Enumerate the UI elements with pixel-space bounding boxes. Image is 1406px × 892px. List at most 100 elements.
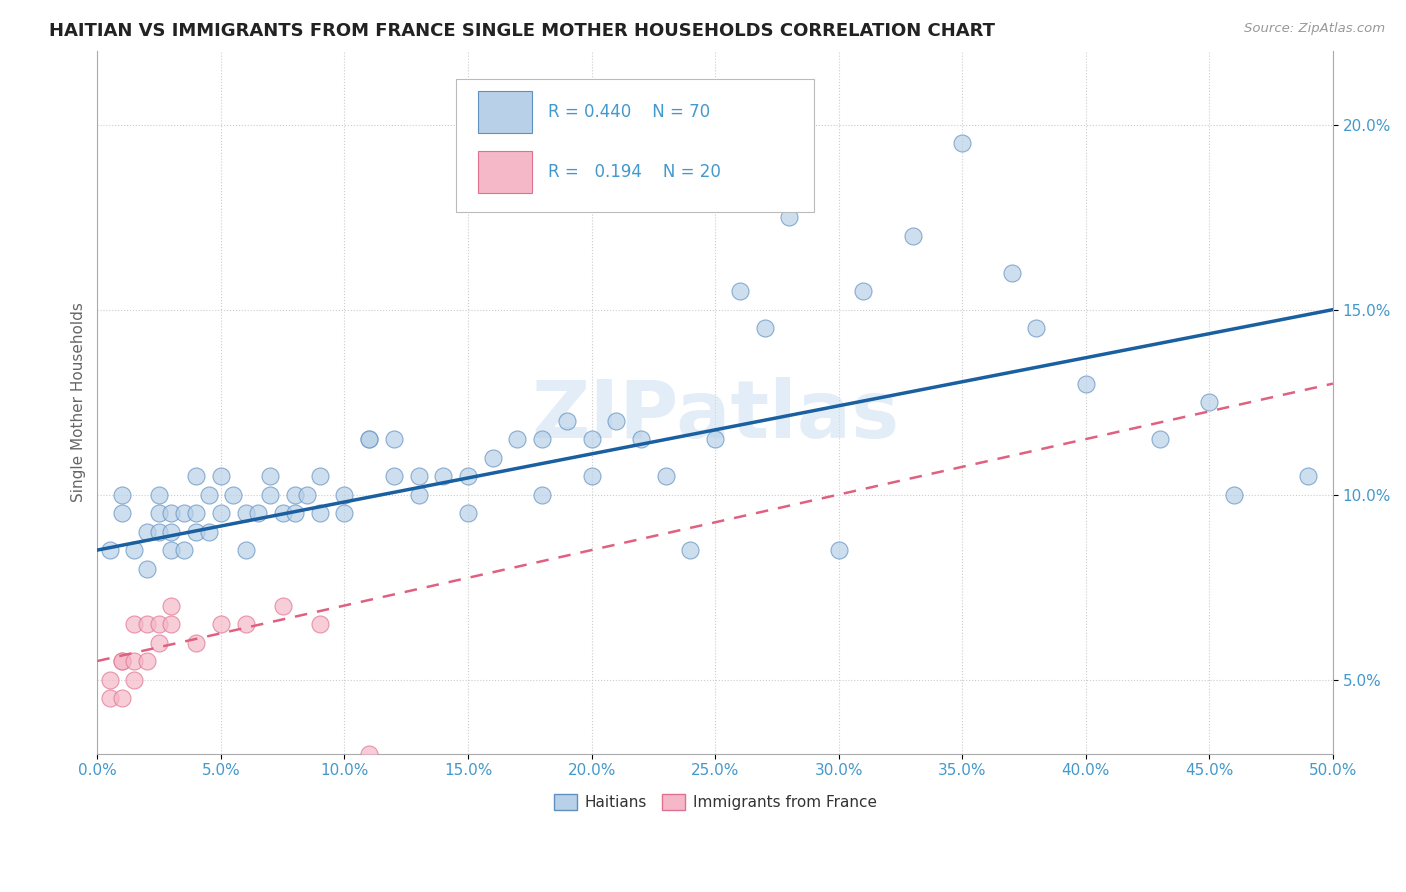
Point — [124, 654, 146, 668]
Point — [209, 469, 232, 483]
Point — [506, 432, 529, 446]
Point — [98, 673, 121, 687]
Point — [124, 543, 146, 558]
Point — [531, 487, 554, 501]
Point — [111, 506, 134, 520]
Point — [901, 228, 924, 243]
Point — [408, 487, 430, 501]
Point — [778, 210, 800, 224]
Point — [148, 524, 170, 539]
Point — [197, 524, 219, 539]
Point — [457, 506, 479, 520]
Point — [382, 469, 405, 483]
Point — [457, 469, 479, 483]
Point — [308, 617, 330, 632]
Point — [408, 469, 430, 483]
Point — [555, 414, 578, 428]
Point — [148, 487, 170, 501]
Point — [654, 469, 676, 483]
Point — [209, 506, 232, 520]
Point — [828, 543, 851, 558]
Point — [135, 524, 157, 539]
Point — [222, 487, 245, 501]
Point — [186, 469, 208, 483]
Point — [382, 432, 405, 446]
Point — [271, 599, 294, 613]
Legend: Haitians, Immigrants from France: Haitians, Immigrants from France — [547, 788, 883, 816]
Text: ZIPatlas: ZIPatlas — [531, 377, 900, 455]
Point — [135, 617, 157, 632]
Point — [160, 617, 183, 632]
Point — [197, 487, 219, 501]
Point — [852, 284, 875, 298]
Point — [209, 617, 232, 632]
Point — [173, 543, 195, 558]
Point — [160, 543, 183, 558]
Point — [111, 654, 134, 668]
Point — [1198, 395, 1220, 409]
FancyBboxPatch shape — [478, 151, 533, 193]
Point — [581, 432, 603, 446]
Point — [704, 432, 727, 446]
Point — [124, 673, 146, 687]
Point — [359, 432, 381, 446]
Point — [235, 617, 257, 632]
Point — [728, 284, 751, 298]
Point — [111, 654, 134, 668]
Point — [259, 469, 281, 483]
Point — [148, 506, 170, 520]
Point — [359, 432, 381, 446]
Point — [111, 487, 134, 501]
Point — [679, 543, 702, 558]
Point — [135, 654, 157, 668]
Point — [308, 469, 330, 483]
Point — [186, 524, 208, 539]
Point — [630, 432, 652, 446]
Point — [754, 321, 776, 335]
Point — [271, 506, 294, 520]
Point — [1223, 487, 1246, 501]
Point — [531, 432, 554, 446]
Point — [297, 487, 319, 501]
Point — [235, 543, 257, 558]
Text: R =   0.194    N = 20: R = 0.194 N = 20 — [548, 163, 721, 181]
Point — [235, 506, 257, 520]
Point — [135, 561, 157, 575]
Point — [284, 487, 307, 501]
Text: HAITIAN VS IMMIGRANTS FROM FRANCE SINGLE MOTHER HOUSEHOLDS CORRELATION CHART: HAITIAN VS IMMIGRANTS FROM FRANCE SINGLE… — [49, 22, 995, 40]
Point — [1296, 469, 1319, 483]
Point — [148, 635, 170, 649]
Point — [98, 543, 121, 558]
FancyBboxPatch shape — [478, 92, 533, 133]
Point — [186, 506, 208, 520]
Point — [1074, 376, 1097, 391]
Point — [1025, 321, 1047, 335]
Point — [359, 747, 381, 761]
Point — [581, 469, 603, 483]
Point — [148, 617, 170, 632]
Point — [333, 506, 356, 520]
Point — [259, 487, 281, 501]
Point — [124, 617, 146, 632]
Y-axis label: Single Mother Households: Single Mother Households — [72, 302, 86, 502]
Point — [950, 136, 973, 150]
Point — [1149, 432, 1171, 446]
Point — [308, 506, 330, 520]
Point — [481, 450, 503, 465]
Point — [160, 599, 183, 613]
Point — [333, 487, 356, 501]
Point — [160, 506, 183, 520]
Point — [432, 469, 454, 483]
Point — [1001, 266, 1024, 280]
Point — [173, 506, 195, 520]
Point — [284, 506, 307, 520]
Point — [246, 506, 269, 520]
FancyBboxPatch shape — [456, 78, 814, 212]
Point — [160, 524, 183, 539]
Point — [98, 691, 121, 706]
Point — [186, 635, 208, 649]
Text: Source: ZipAtlas.com: Source: ZipAtlas.com — [1244, 22, 1385, 36]
Point — [605, 414, 627, 428]
Point — [111, 691, 134, 706]
Text: R = 0.440    N = 70: R = 0.440 N = 70 — [548, 103, 710, 121]
